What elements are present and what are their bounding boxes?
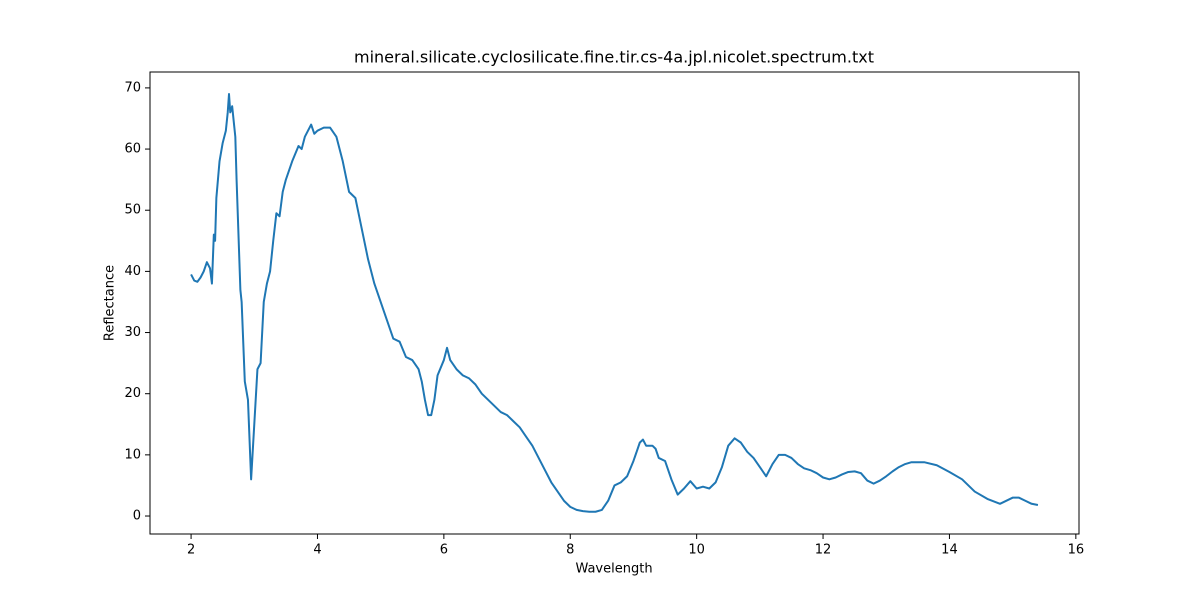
x-tick-label: 10 — [688, 543, 705, 558]
x-tick-label: 4 — [313, 543, 321, 558]
x-tick-label: 16 — [1068, 543, 1085, 558]
y-tick-label: 40 — [124, 264, 141, 279]
y-tick-label: 0 — [133, 509, 141, 524]
x-tick-label: 12 — [815, 543, 832, 558]
x-tick-label: 8 — [566, 543, 574, 558]
chart-title: mineral.silicate.cyclosilicate.fine.tir.… — [354, 48, 874, 67]
y-tick-label: 30 — [124, 325, 141, 340]
y-tick-label: 50 — [124, 203, 141, 218]
y-axis-label: Reflectance — [103, 265, 118, 341]
x-tick-label: 2 — [187, 543, 195, 558]
y-tick-label: 70 — [124, 80, 141, 95]
y-tick-label: 60 — [124, 142, 141, 157]
x-tick-label: 6 — [440, 543, 448, 558]
y-tick-label: 10 — [124, 447, 141, 462]
x-tick-label: 14 — [941, 543, 958, 558]
y-tick-label: 20 — [124, 386, 141, 401]
x-axis-label: Wavelength — [575, 562, 652, 577]
plot-frame — [149, 71, 1080, 535]
spectrum-line — [190, 93, 1039, 513]
